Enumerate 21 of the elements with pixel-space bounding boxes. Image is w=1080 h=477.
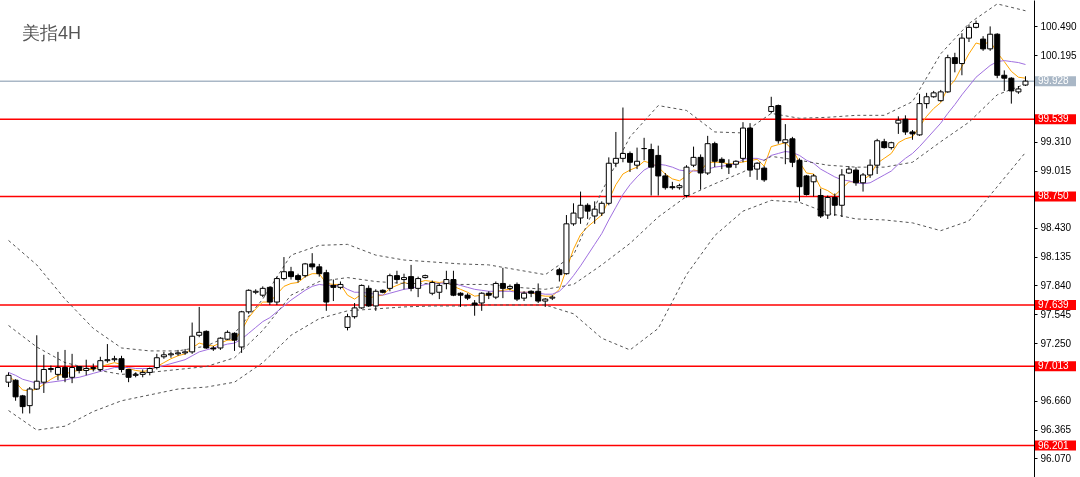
ref-line-label: 97.013 [1038,360,1070,372]
y-tick-label: 97.840 [1040,279,1072,291]
ref-line-label: 96.201 [1038,439,1070,451]
y-tick-label: 98.135 [1040,251,1072,263]
ref-line-label: 98.750 [1038,190,1070,202]
y-tick-label: 100.490 [1040,20,1078,32]
y-tick-label: 96.070 [1040,452,1072,464]
y-tick-label: 99.310 [1040,136,1072,148]
y-tick-label: 100.195 [1040,49,1078,61]
y-tick-label: 98.430 [1040,222,1072,234]
line-series [8,151,1026,431]
y-tick-label: 97.545 [1040,308,1072,320]
y-tick-label: 96.660 [1040,395,1072,407]
y-tick-label: 96.365 [1040,424,1072,436]
line-series [8,3,1026,352]
ref-line-label: 97.639 [1038,299,1070,311]
ref-line-label: 99.539 [1038,113,1070,125]
ref-line-label: 99.928 [1038,75,1070,87]
text: 美指4H [22,23,82,43]
y-tick-label: 97.250 [1040,337,1072,349]
y-tick-label: 99.015 [1040,165,1072,177]
